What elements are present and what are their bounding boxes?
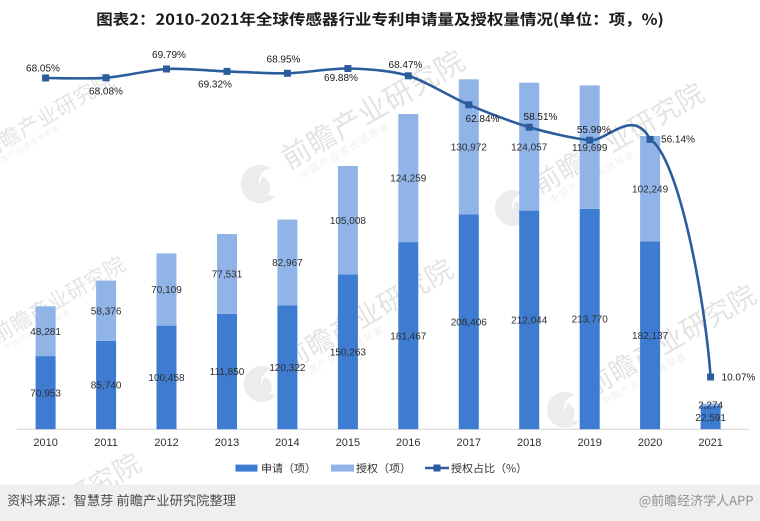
svg-text:2015: 2015 [336, 437, 360, 449]
svg-text:2012: 2012 [154, 437, 178, 449]
svg-text:100,458: 100,458 [148, 373, 185, 384]
svg-text:124,057: 124,057 [511, 142, 548, 153]
svg-text:2014: 2014 [275, 437, 299, 449]
svg-text:150,263: 150,263 [330, 347, 367, 358]
svg-text:62.84%: 62.84% [466, 114, 500, 125]
svg-text:58.51%: 58.51% [524, 112, 558, 123]
svg-text:69.32%: 69.32% [198, 80, 232, 91]
svg-text:102,249: 102,249 [632, 184, 669, 195]
svg-text:77,531: 77,531 [212, 270, 243, 281]
svg-text:213,770: 213,770 [572, 315, 609, 326]
svg-text:68.95%: 68.95% [267, 54, 301, 65]
svg-text:124,259: 124,259 [390, 174, 427, 185]
svg-text:2016: 2016 [396, 437, 420, 449]
svg-text:2020: 2020 [638, 437, 662, 449]
svg-text:70,953: 70,953 [30, 388, 61, 399]
svg-text:212,044: 212,044 [511, 316, 548, 327]
svg-text:111,850: 111,850 [210, 367, 245, 378]
svg-text:22,591: 22,591 [695, 413, 726, 424]
svg-text:10.07%: 10.07% [722, 373, 756, 384]
svg-text:2018: 2018 [517, 437, 541, 449]
svg-text:208,406: 208,406 [451, 317, 488, 328]
svg-text:70,109: 70,109 [151, 285, 182, 296]
svg-text:56.14%: 56.14% [661, 135, 695, 146]
svg-text:58,376: 58,376 [91, 306, 122, 317]
svg-text:82,967: 82,967 [272, 258, 303, 269]
svg-text:85,740: 85,740 [91, 381, 122, 392]
svg-text:119,699: 119,699 [572, 143, 608, 154]
svg-text:48,281: 48,281 [30, 327, 61, 338]
svg-text:68.05%: 68.05% [26, 64, 60, 75]
svg-text:68.47%: 68.47% [389, 60, 423, 71]
svg-text:181,467: 181,467 [390, 331, 427, 342]
svg-text:69.88%: 69.88% [324, 73, 358, 84]
svg-text:182,137: 182,137 [632, 331, 669, 342]
svg-text:2,274: 2,274 [698, 400, 723, 411]
svg-text:105,008: 105,008 [330, 216, 367, 227]
svg-text:130,972: 130,972 [451, 143, 488, 154]
svg-text:2011: 2011 [94, 437, 118, 449]
svg-text:2010: 2010 [33, 437, 57, 449]
svg-text:68.08%: 68.08% [89, 87, 123, 98]
svg-text:55.99%: 55.99% [577, 125, 611, 136]
svg-text:2019: 2019 [577, 437, 601, 449]
svg-text:69.79%: 69.79% [152, 50, 186, 61]
svg-text:2017: 2017 [457, 437, 481, 449]
svg-text:2013: 2013 [215, 437, 239, 449]
svg-text:120,322: 120,322 [269, 363, 306, 374]
svg-text:2021: 2021 [698, 437, 722, 449]
